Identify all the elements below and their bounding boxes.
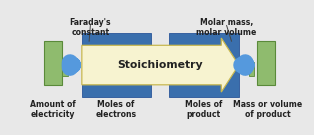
FancyArrow shape — [82, 38, 239, 92]
Bar — [82, 33, 151, 97]
Bar — [44, 41, 62, 85]
Bar — [249, 62, 254, 77]
Text: Stoichiometry: Stoichiometry — [117, 60, 203, 70]
Text: Faraday's
constant: Faraday's constant — [69, 18, 111, 37]
Bar — [62, 62, 68, 77]
Text: Molar mass,
molar volume: Molar mass, molar volume — [197, 18, 257, 37]
Bar — [257, 41, 275, 85]
Bar — [170, 33, 239, 97]
Text: Amount of
electricity: Amount of electricity — [30, 100, 75, 119]
Text: Moles of
electrons: Moles of electrons — [95, 100, 137, 119]
Text: Moles of
product: Moles of product — [185, 100, 222, 119]
Text: Mass or volume
of product: Mass or volume of product — [233, 100, 303, 119]
